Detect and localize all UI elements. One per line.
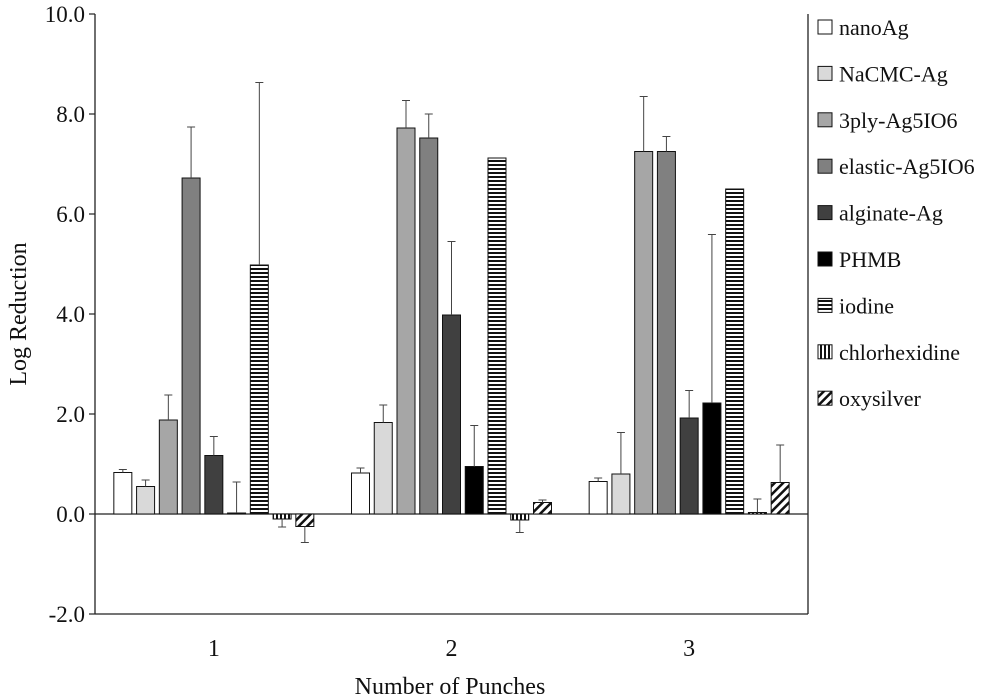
legend-label: oxysilver <box>839 386 922 411</box>
bar-nanoag-punch-1 <box>113 472 133 515</box>
legend-label: 3ply-Ag5IO6 <box>839 108 958 133</box>
legend-label: NaCMC-Ag <box>839 61 948 86</box>
legend-swatch-phmb <box>817 251 833 267</box>
legend-swatch-3ply-ag5io6 <box>817 112 833 128</box>
bar-series-group <box>113 82 790 543</box>
bar-oxysilver-punch-2 <box>533 502 552 515</box>
x-tick-label: 3 <box>683 636 695 662</box>
y-tick-label: -2.0 <box>49 602 85 627</box>
bar-alginate-ag-punch-2 <box>442 314 461 515</box>
y-tick-label: 0.0 <box>56 502 85 527</box>
bar-nacmc-ag-punch-3 <box>611 473 631 515</box>
bar-iodine-punch-2 <box>487 157 507 515</box>
bar-nacmc-ag-punch-1 <box>136 486 156 515</box>
y-tick-label: 8.0 <box>56 102 85 127</box>
bar-chlorhexidine-punch-2 <box>510 513 530 521</box>
legend-swatch-oxysilver <box>817 390 833 406</box>
legend-label: alginate-Ag <box>839 201 943 226</box>
bar-elastic-ag5io6-punch-2 <box>419 137 439 515</box>
bar-chlorhexidine-punch-3 <box>747 512 767 515</box>
legend-swatch-nacmc-ag <box>817 65 833 81</box>
y-tick-label: 10.0 <box>45 2 85 27</box>
bar-iodine-punch-1 <box>249 264 269 515</box>
bar-elastic-ag5io6-punch-3 <box>656 151 676 515</box>
bar-oxysilver-punch-1 <box>295 513 315 527</box>
bar-oxysilver-punch-3 <box>770 482 790 515</box>
bar-nanoag-punch-2 <box>351 472 370 515</box>
y-tick-label: 2.0 <box>56 402 85 427</box>
bar-3ply-ag5io6-punch-1 <box>158 419 178 515</box>
bar-phmb-punch-1 <box>227 512 247 515</box>
y-axis-ticks: -2.0 0.0 2.0 4.0 6.0 8.0 10.0 <box>45 2 95 627</box>
bar-nacmc-ag-punch-2 <box>373 422 393 515</box>
legend-swatch-chlorhexidine <box>817 344 833 360</box>
legend-swatch-nanoag <box>817 19 833 35</box>
x-tick-label: 2 <box>446 636 458 662</box>
bar-phmb-punch-2 <box>464 466 484 515</box>
bar-alginate-ag-punch-3 <box>679 417 699 515</box>
bar-iodine-punch-3 <box>725 188 745 515</box>
bar-elastic-ag5io6-punch-1 <box>181 177 201 515</box>
legend-label: PHMB <box>839 247 901 272</box>
legend-swatch-elastic-ag5io6 <box>817 158 833 174</box>
legend-label: elastic-Ag5IO6 <box>839 154 975 179</box>
x-axis-ticks: 1 2 3 <box>208 636 695 662</box>
x-tick-label: 1 <box>208 636 220 662</box>
bar-phmb-punch-3 <box>702 402 722 515</box>
bar-3ply-ag5io6-punch-2 <box>396 127 416 515</box>
bar-alginate-ag-punch-1 <box>204 455 224 515</box>
legend-label: nanoAg <box>839 15 909 40</box>
legend: nanoAg NaCMC-Ag 3ply-Ag5IO6 elastic-Ag5IO6 a… <box>817 15 975 411</box>
bar-3ply-ag5io6-punch-3 <box>634 151 654 515</box>
legend-label: iodine <box>839 293 894 318</box>
bar-nanoag-punch-3 <box>588 481 608 515</box>
x-axis-label: Number of Punches <box>355 674 546 698</box>
legend-swatch-alginate-ag <box>817 205 833 221</box>
y-axis-label: Log Reduction <box>6 242 32 385</box>
bar-chlorhexidine-punch-1 <box>272 513 292 520</box>
y-tick-label: 4.0 <box>56 302 85 327</box>
legend-label: chlorhexidine <box>839 340 960 365</box>
y-tick-label: 6.0 <box>56 202 85 227</box>
legend-swatch-iodine <box>817 297 833 313</box>
